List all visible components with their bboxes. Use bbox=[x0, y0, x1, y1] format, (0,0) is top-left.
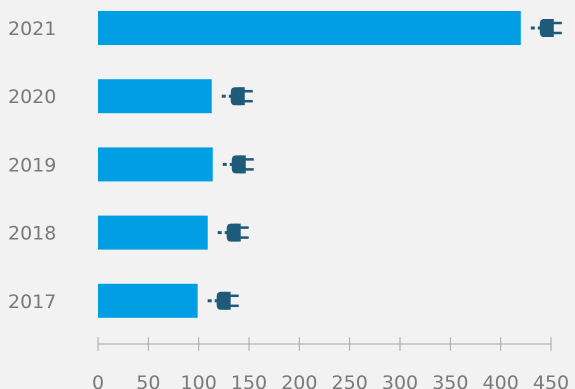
plug-head bbox=[234, 223, 241, 242]
bar-2020 bbox=[98, 79, 212, 114]
plug-markers bbox=[207, 19, 562, 310]
plug-head bbox=[239, 155, 246, 174]
plug-body bbox=[226, 223, 237, 242]
x-tick-label: 300 bbox=[382, 372, 418, 389]
category-label: 2018 bbox=[8, 223, 56, 245]
bar-2019 bbox=[98, 147, 213, 182]
bar-2018 bbox=[98, 215, 208, 250]
plug-head bbox=[547, 19, 554, 37]
x-tick-label: 250 bbox=[332, 372, 368, 389]
plug-body bbox=[539, 19, 550, 37]
bar-2021 bbox=[98, 11, 521, 45]
category-label: 2017 bbox=[8, 291, 56, 313]
plug-head bbox=[224, 291, 231, 310]
category-labels: 2021 2020 2019 2018 2017 bbox=[8, 18, 56, 313]
x-tick-label: 50 bbox=[136, 372, 160, 389]
category-label: 2020 bbox=[8, 86, 56, 108]
electric-plug-icon bbox=[222, 155, 254, 174]
x-tick-label: 150 bbox=[231, 372, 267, 389]
x-tick-label: 450 bbox=[533, 372, 569, 389]
x-tick-label: 200 bbox=[281, 372, 317, 389]
plug-body bbox=[216, 291, 227, 310]
x-axis: 0 50 100 150 200 250 300 350 400 450 bbox=[92, 337, 569, 389]
x-tick-label: 350 bbox=[432, 372, 468, 389]
x-tick-label: 100 bbox=[181, 372, 217, 389]
x-tick-label: 0 bbox=[92, 372, 104, 389]
electric-plug-icon bbox=[221, 87, 253, 106]
x-tick-label: 400 bbox=[483, 372, 519, 389]
bar-2017 bbox=[98, 283, 198, 318]
plug-head bbox=[238, 87, 245, 106]
electric-plug-icon bbox=[530, 19, 562, 37]
bars bbox=[98, 11, 521, 318]
category-label: 2021 bbox=[8, 18, 56, 40]
plug-body bbox=[231, 155, 242, 174]
electric-plug-icon bbox=[217, 223, 249, 242]
category-label: 2019 bbox=[8, 154, 56, 176]
plug-body bbox=[230, 87, 241, 106]
electric-plug-icon bbox=[207, 291, 239, 310]
